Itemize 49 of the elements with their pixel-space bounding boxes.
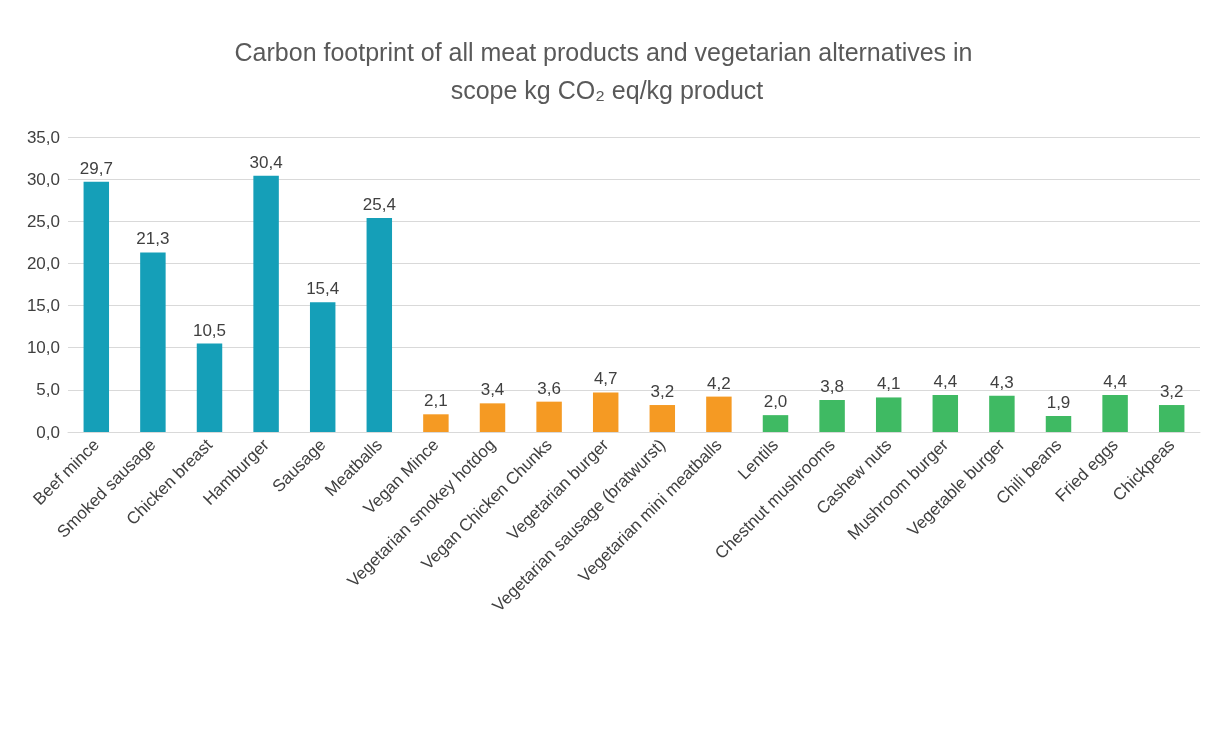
data-label: 2,0 [763,392,788,412]
bar [309,302,336,432]
data-label: 4,3 [990,372,1014,392]
data-label: 25,4 [362,194,396,214]
bar [989,395,1015,432]
y-tick-label: 15,0 [26,296,60,316]
chart-title: Carbon footprint of all meat products and vegetarian alternatives in scope kg CO₂ eq/kg product [234,38,980,104]
data-label: 4,4 [933,371,958,391]
bar [1045,415,1072,432]
bar [196,343,223,432]
data-label: 4,1 [876,374,901,394]
data-label: 4,2 [707,373,731,393]
data-label: 3,2 [1159,382,1184,402]
bar [536,401,562,432]
bar [592,392,619,432]
bar [932,394,959,432]
bar [819,399,845,432]
data-label: 15,4 [306,279,340,299]
bar [479,403,506,432]
data-label: 2,1 [424,391,448,411]
bar [1158,405,1185,432]
bar [140,252,166,432]
data-label: 10,5 [192,320,227,340]
bar [875,397,902,432]
bar [253,175,279,432]
bar [649,405,676,432]
data-label: 21,3 [136,229,170,249]
data-label: 1,9 [1046,392,1071,412]
y-tick-label: 0,0 [36,422,60,442]
y-tick-label: 30,0 [26,169,60,189]
data-label: 3,4 [480,380,505,400]
data-label: 3,2 [650,382,675,402]
bar [1102,394,1128,432]
y-tick-label: 25,0 [26,211,60,231]
y-tick-label: 5,0 [36,380,60,400]
data-label: 3,6 [537,378,561,398]
bar [366,217,393,432]
y-tick-label: 10,0 [26,338,60,358]
data-label: 4,4 [1103,371,1127,391]
y-tick-label: 35,0 [26,127,60,147]
y-tick-label: 20,0 [26,253,60,273]
bar [83,181,110,432]
bar [423,414,449,432]
data-label: 30,4 [249,152,283,172]
data-label: 29,7 [79,158,113,178]
data-label: 4,7 [593,369,618,389]
bar [762,415,789,432]
data-label: 3,8 [820,376,844,396]
bar [706,396,732,432]
